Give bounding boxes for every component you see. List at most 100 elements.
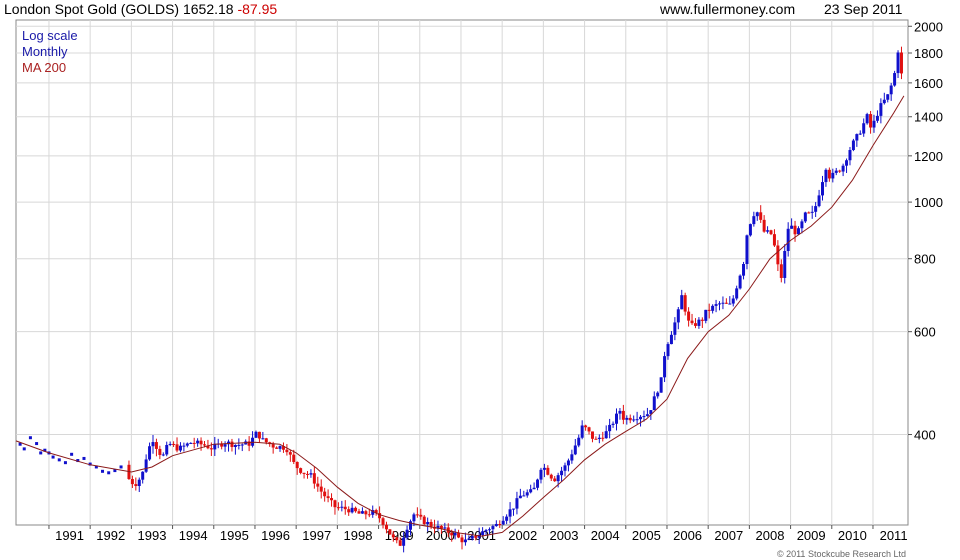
candle-body <box>240 444 244 446</box>
candle-body <box>336 507 340 509</box>
chart-title-text: London Spot Gold (GOLDS) 1652.18 <box>4 1 234 17</box>
candle-body <box>875 115 879 121</box>
candle-body <box>412 514 416 522</box>
candle-body <box>769 230 773 235</box>
candle-body <box>796 228 800 235</box>
candle-body <box>683 295 687 312</box>
candle-body <box>185 443 189 446</box>
candle-body <box>553 478 557 482</box>
candle-body <box>172 443 176 445</box>
candle-body <box>161 454 165 456</box>
candle-body <box>371 510 375 515</box>
candle-body <box>515 498 519 509</box>
x-tick-label: 2003 <box>550 528 579 543</box>
candle-body <box>213 443 217 450</box>
y-tick-label: 1000 <box>914 195 943 210</box>
candle-body <box>271 444 275 448</box>
candle-body <box>333 500 337 508</box>
candle-body <box>738 275 742 289</box>
chart-title: London Spot Gold (GOLDS) 1652.18 -87.95 <box>4 1 277 17</box>
chart-date: 23 Sep 2011 <box>824 1 903 17</box>
candle-body <box>645 414 649 417</box>
candle-body <box>776 245 780 265</box>
candle-body <box>384 524 388 530</box>
x-tick-label: 1994 <box>179 528 208 543</box>
candle-body <box>625 417 629 420</box>
candle-body <box>693 323 697 326</box>
candle-body <box>539 469 543 480</box>
price-point <box>35 442 39 446</box>
candle-body <box>786 228 790 251</box>
candle-body <box>714 304 718 306</box>
candle-body <box>378 513 382 519</box>
candle-body <box>199 440 203 445</box>
candle-body <box>467 538 471 540</box>
x-tick-label: 2001 <box>467 528 496 543</box>
candle-body <box>879 103 883 116</box>
candle-body <box>148 446 152 460</box>
candle-body <box>529 489 533 493</box>
candle-body <box>748 224 752 236</box>
price-point <box>51 455 55 459</box>
candle-body <box>673 322 677 335</box>
candle-body <box>893 73 897 86</box>
candle-body <box>862 123 866 134</box>
y-axis-labels: 400 600 800 1000 1200 1400 1600 1800 2000 <box>914 19 943 442</box>
candle-body <box>807 212 811 214</box>
candle-body <box>556 475 560 482</box>
candle-body <box>278 446 282 449</box>
candle-body <box>838 170 842 172</box>
legend-log-scale: Log scale <box>22 28 78 43</box>
candle-body <box>261 438 265 440</box>
candle-body <box>264 438 268 443</box>
candle-body <box>834 170 838 173</box>
x-tick-label: 2004 <box>591 528 620 543</box>
x-tick-label: 2002 <box>508 528 537 543</box>
candle-body <box>443 527 447 529</box>
candle-body <box>814 206 818 212</box>
price-point <box>43 448 47 452</box>
candle-body <box>721 302 725 304</box>
x-tick-label: 1996 <box>261 528 290 543</box>
candle-body <box>275 447 279 449</box>
candle-body <box>728 303 732 305</box>
price-point <box>94 465 98 469</box>
candle-body <box>663 356 667 378</box>
candle-body <box>628 417 632 421</box>
candle-body <box>206 445 210 449</box>
candle-body <box>254 431 258 438</box>
price-point <box>63 461 67 465</box>
candle-body <box>168 443 172 445</box>
candle-body <box>604 431 608 439</box>
site-url[interactable]: www.fullermoney.com <box>660 1 796 17</box>
candle-body <box>408 521 412 530</box>
price-change: -87.95 <box>237 1 278 17</box>
price-point <box>28 436 32 440</box>
candle-body <box>202 444 206 446</box>
candle-body <box>141 471 145 480</box>
candle-body <box>134 484 138 487</box>
candle-body <box>731 298 735 304</box>
grid <box>16 20 912 529</box>
candle-body <box>587 427 591 432</box>
candle-body <box>165 444 169 455</box>
candle-body <box>872 120 876 128</box>
candle-body <box>615 413 619 424</box>
candle-body <box>257 431 261 439</box>
candle-body <box>735 288 739 299</box>
candle-body <box>886 94 890 100</box>
candle-body <box>669 334 673 345</box>
candle-body <box>189 442 193 444</box>
candle-body <box>762 219 766 232</box>
candle-body <box>309 473 313 475</box>
x-tick-label: 2010 <box>838 528 867 543</box>
candle-body <box>594 438 598 440</box>
candle-body <box>831 172 835 179</box>
candle-body <box>474 536 478 538</box>
candle-body <box>340 506 344 508</box>
candle-body <box>357 511 361 514</box>
candle-body <box>810 211 814 213</box>
candle-body <box>491 526 495 530</box>
candle-body <box>484 530 488 532</box>
y-tick-label: 1400 <box>914 110 943 125</box>
